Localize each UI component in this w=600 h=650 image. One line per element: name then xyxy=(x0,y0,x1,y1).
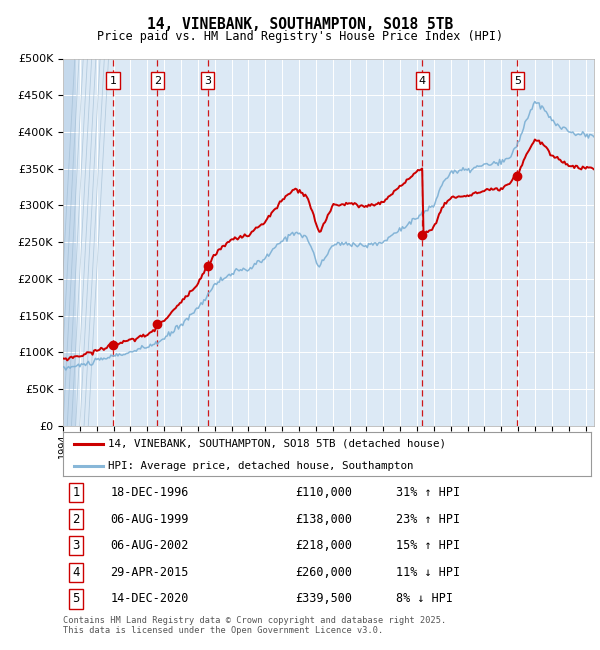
Text: 1: 1 xyxy=(73,486,80,499)
Text: 31% ↑ HPI: 31% ↑ HPI xyxy=(395,486,460,499)
Text: 14, VINEBANK, SOUTHAMPTON, SO18 5TB (detached house): 14, VINEBANK, SOUTHAMPTON, SO18 5TB (det… xyxy=(108,439,446,449)
Text: 14-DEC-2020: 14-DEC-2020 xyxy=(110,593,189,606)
Text: 15% ↑ HPI: 15% ↑ HPI xyxy=(395,540,460,552)
Text: 8% ↓ HPI: 8% ↓ HPI xyxy=(395,593,452,606)
Text: Price paid vs. HM Land Registry's House Price Index (HPI): Price paid vs. HM Land Registry's House … xyxy=(97,30,503,43)
Text: Contains HM Land Registry data © Crown copyright and database right 2025.
This d: Contains HM Land Registry data © Crown c… xyxy=(63,616,446,635)
Text: 14, VINEBANK, SOUTHAMPTON, SO18 5TB: 14, VINEBANK, SOUTHAMPTON, SO18 5TB xyxy=(147,16,453,32)
Text: 3: 3 xyxy=(205,75,211,86)
Text: 4: 4 xyxy=(73,566,80,578)
Text: 29-APR-2015: 29-APR-2015 xyxy=(110,566,189,578)
Bar xyxy=(63,58,76,426)
Text: £339,500: £339,500 xyxy=(295,593,352,606)
Text: 2: 2 xyxy=(73,512,80,525)
Text: £218,000: £218,000 xyxy=(295,540,352,552)
Text: £138,000: £138,000 xyxy=(295,512,352,525)
Text: 23% ↑ HPI: 23% ↑ HPI xyxy=(395,512,460,525)
Text: 1: 1 xyxy=(109,75,116,86)
Text: 5: 5 xyxy=(514,75,521,86)
Text: 06-AUG-1999: 06-AUG-1999 xyxy=(110,512,189,525)
Text: 18-DEC-1996: 18-DEC-1996 xyxy=(110,486,189,499)
Text: 2: 2 xyxy=(154,75,161,86)
Text: £260,000: £260,000 xyxy=(295,566,352,578)
Text: 11% ↓ HPI: 11% ↓ HPI xyxy=(395,566,460,578)
Text: 3: 3 xyxy=(73,540,80,552)
Text: 5: 5 xyxy=(73,593,80,606)
Text: 06-AUG-2002: 06-AUG-2002 xyxy=(110,540,189,552)
Text: £110,000: £110,000 xyxy=(295,486,352,499)
Text: HPI: Average price, detached house, Southampton: HPI: Average price, detached house, Sout… xyxy=(108,461,413,471)
Text: 4: 4 xyxy=(419,75,426,86)
